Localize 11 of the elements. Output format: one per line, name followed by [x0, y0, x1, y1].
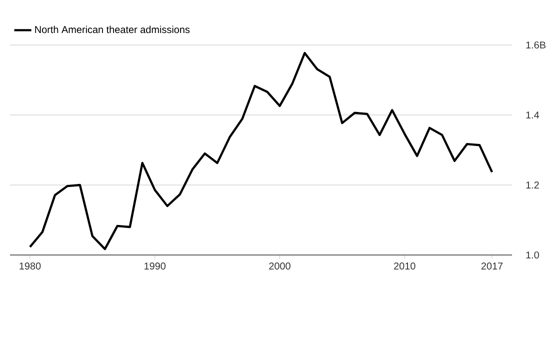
line-series: [28, 52, 494, 250]
x-tick-label: 2000: [269, 262, 290, 270]
legend-label: North American theater admissions: [35, 26, 190, 34]
x-tick-label: 1980: [20, 262, 41, 270]
y-tick-label: 1.2: [526, 182, 539, 188]
x-tick-label: 2017: [481, 262, 503, 270]
y-tick-label: 1.4: [526, 112, 540, 118]
x-tick-label: 2010: [394, 262, 416, 270]
x-tick-label: 1990: [144, 262, 166, 270]
y-tick-label: 1.0: [526, 251, 539, 259]
y-tick-label: 1.6B: [526, 41, 546, 49]
